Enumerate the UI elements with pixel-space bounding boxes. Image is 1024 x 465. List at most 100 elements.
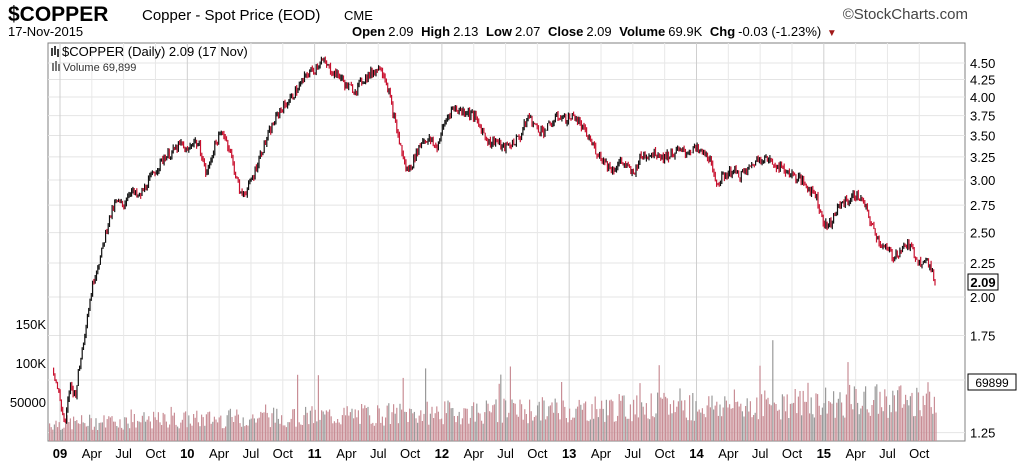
volume-bars-icon <box>52 61 60 71</box>
volume-bar <box>365 408 367 441</box>
volume-bar <box>554 398 556 441</box>
volume-bar <box>465 408 467 441</box>
volume-bar <box>802 390 804 441</box>
volume-bar <box>93 426 95 441</box>
volume-bar <box>373 425 375 441</box>
volume-bar <box>487 403 489 441</box>
volume-bar <box>545 419 547 441</box>
volume-tick-label: 100K <box>16 356 47 371</box>
volume-bar <box>199 426 201 441</box>
volume-bar <box>711 395 713 441</box>
volume-bar <box>426 401 428 441</box>
volume-bar <box>401 409 403 441</box>
volume-bar <box>441 418 443 441</box>
volume-bar <box>668 414 670 441</box>
volume-bar <box>217 422 219 441</box>
volume-bar <box>266 412 268 441</box>
volume-tick-label: 50000 <box>10 395 46 410</box>
volume-bar <box>445 413 447 441</box>
volume-bar <box>389 424 391 441</box>
volume-bar <box>97 430 99 441</box>
volume-bar <box>609 400 611 441</box>
time-axis: 09 Apr Jul Oct 10 Apr Jul Oct 11 Apr Jul Oct 12 Apr Ju… <box>53 446 930 461</box>
volume-bar <box>260 411 262 441</box>
volume-bar <box>277 418 279 441</box>
volume-bar <box>730 408 732 441</box>
stockcharts-logo[interactable]: ©StockCharts.com <box>842 6 968 23</box>
volume-bar <box>279 423 281 441</box>
volume-bar <box>813 417 815 441</box>
volume-bar <box>492 405 494 441</box>
volume-bar <box>257 418 259 441</box>
volume-bar <box>114 421 116 441</box>
volume-bar <box>138 421 140 441</box>
volume-bar <box>625 416 627 441</box>
volume-bar <box>879 391 881 441</box>
volume-bar <box>455 422 457 441</box>
volume-bar <box>77 423 79 441</box>
volume-bar <box>930 407 932 441</box>
volume-bar <box>919 410 921 441</box>
volume-bar <box>809 413 811 441</box>
volume-bar <box>740 403 742 441</box>
volume-bar <box>898 386 900 441</box>
volume-bar <box>845 394 847 441</box>
volume-bar <box>500 374 502 441</box>
volume-bar <box>933 396 935 441</box>
volume-bar <box>767 397 769 441</box>
volume-bar <box>194 417 196 441</box>
volume-bar <box>220 415 222 441</box>
volume-bar <box>204 425 206 441</box>
volume-bar <box>717 415 719 441</box>
volume-bar <box>546 416 548 441</box>
volume-bar <box>76 420 78 441</box>
volume-bar <box>340 424 342 441</box>
volume-bar <box>57 427 59 441</box>
volume-axis: 150K 100K 50000 <box>10 317 46 410</box>
volume-bar <box>284 425 286 441</box>
volume-bar <box>303 415 305 441</box>
time-tick-label: Oct <box>273 446 294 461</box>
volume-bar <box>276 408 278 441</box>
volume-bar <box>479 413 481 441</box>
volume-bar <box>165 421 167 441</box>
volume-bar <box>105 427 107 441</box>
volume-bar <box>649 419 651 441</box>
low-value: 2.07 <box>515 24 541 39</box>
volume-bar <box>895 411 897 441</box>
volume-bar <box>241 426 243 441</box>
volume-bar <box>117 427 119 441</box>
volume-bar <box>377 405 379 441</box>
close-label: Close <box>547 24 584 39</box>
volume-bar <box>282 425 284 441</box>
volume-bar <box>924 405 926 441</box>
volume-bar <box>685 417 687 441</box>
volume-bar <box>506 417 508 441</box>
volume-bar <box>308 424 310 441</box>
price-bars-icon <box>51 46 59 57</box>
time-tick-label: Oct <box>782 446 803 461</box>
volume-bar <box>631 421 633 441</box>
volume-bar <box>751 417 753 441</box>
volume-bar <box>617 415 619 441</box>
volume-bar <box>81 415 83 441</box>
volume-bar <box>815 393 817 441</box>
volume-bar <box>780 419 782 441</box>
volume-bar <box>799 391 801 441</box>
volume-bar <box>684 400 686 441</box>
volume-bar <box>521 404 523 441</box>
volume-bar <box>729 404 731 441</box>
last-volume-marker: 69899 <box>967 373 1017 391</box>
volume-bar <box>666 398 668 441</box>
volume-bar <box>292 409 294 441</box>
volume-bar <box>914 416 916 441</box>
time-tick-label: Oct <box>145 446 166 461</box>
volume-bar <box>791 403 793 441</box>
volume-bar <box>917 392 919 441</box>
volume-bar <box>385 417 387 441</box>
volume-bar <box>207 412 209 441</box>
volume-bar <box>820 414 822 441</box>
volume-bar <box>591 404 593 441</box>
volume-bar <box>306 412 308 441</box>
